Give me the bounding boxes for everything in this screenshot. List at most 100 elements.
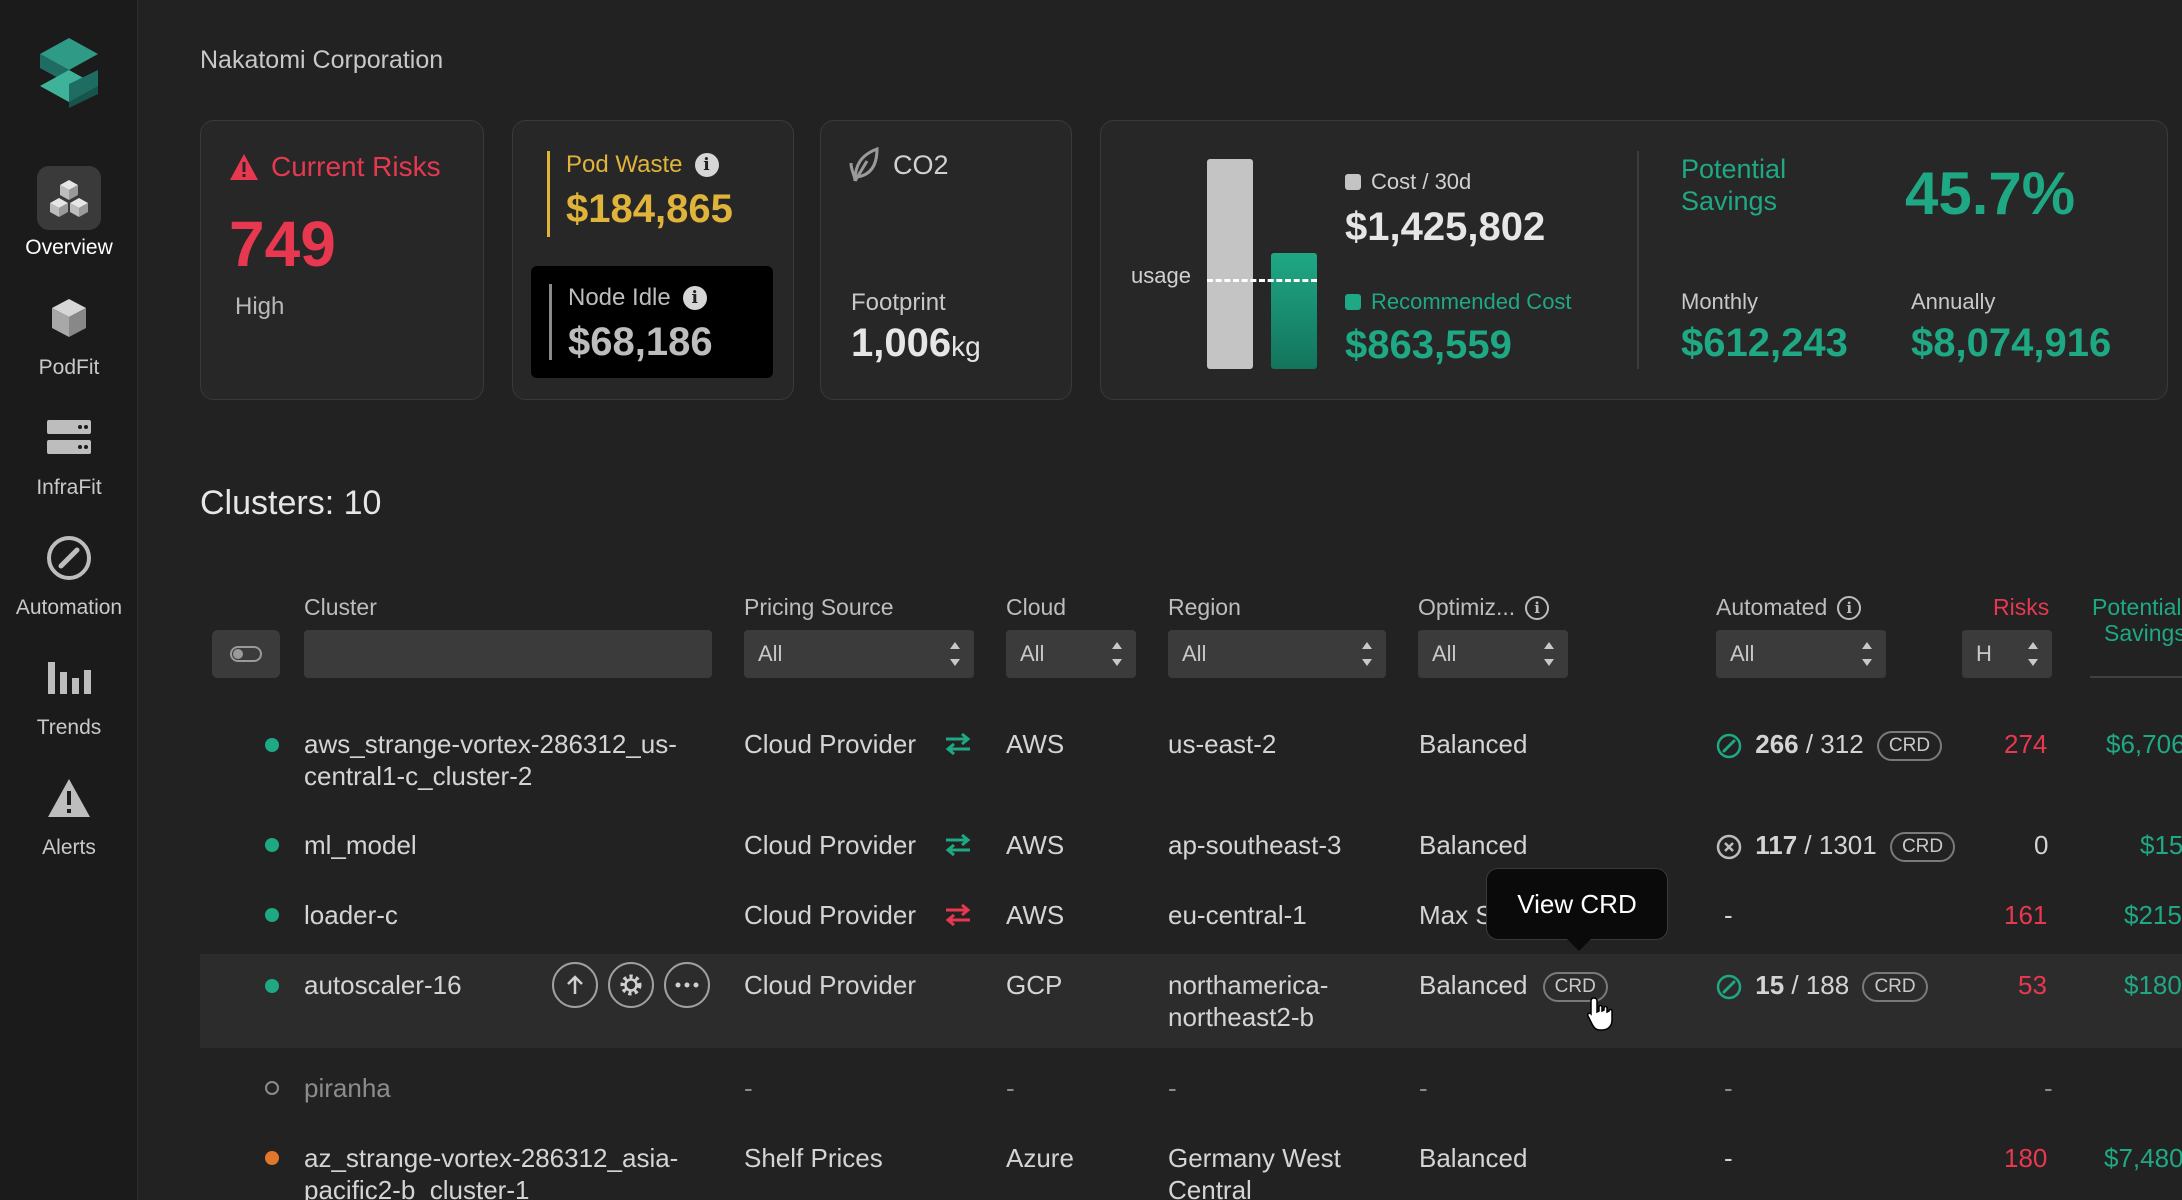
potential-label-line1: Potential bbox=[1681, 154, 1787, 184]
filter-value: All bbox=[1182, 641, 1207, 666]
sidebar-item-label: PodFit bbox=[38, 356, 100, 379]
co2-label: Footprint bbox=[851, 289, 946, 316]
optimization-text: Balanced bbox=[1419, 970, 1528, 1000]
cluster-name[interactable]: piranha bbox=[304, 1073, 391, 1103]
sort-arrows-icon bbox=[1362, 642, 1372, 666]
cloud: AWS bbox=[1006, 900, 1065, 930]
cluster-search-input[interactable] bbox=[304, 630, 712, 678]
legend-swatch bbox=[1345, 294, 1361, 310]
potential-savings: $6,706 bbox=[2106, 729, 2182, 759]
sidebar-item-automation[interactable]: Automation bbox=[0, 526, 138, 620]
header-cluster[interactable]: Cluster bbox=[304, 594, 377, 620]
cost-label-text: Cost / 30d bbox=[1371, 169, 1472, 194]
optimization: Balanced bbox=[1419, 830, 1528, 860]
potential-savings: $180 bbox=[2124, 970, 2182, 1000]
cluster-name[interactable]: loader-c bbox=[304, 900, 398, 930]
optimization-filter-select[interactable]: All bbox=[1418, 630, 1568, 678]
crd-button[interactable]: CRD bbox=[1889, 832, 1956, 863]
risks-filter-select[interactable]: H bbox=[1962, 630, 2052, 678]
cluster-name[interactable]: aws_strange-vortex-286312_us-central1-c_… bbox=[304, 728, 677, 792]
upgrade-button[interactable] bbox=[552, 962, 598, 1008]
crd-button[interactable]: CRD bbox=[1876, 731, 1943, 762]
annual-value: $8,074,916 bbox=[1911, 321, 2112, 365]
sidebar-item-label: Alerts bbox=[42, 836, 96, 859]
header-potential-savings[interactable]: Potential Savings bbox=[2092, 594, 2182, 647]
risks-card-title: Current Risks bbox=[229, 151, 441, 183]
more-options-button[interactable] bbox=[664, 962, 710, 1008]
sidebar-item-overview[interactable]: Overview bbox=[0, 166, 138, 260]
node-idle-box[interactable]: Node Idle i $68,186 bbox=[531, 266, 773, 378]
settings-button[interactable] bbox=[608, 962, 654, 1008]
rec-label-text: Recommended Cost bbox=[1371, 289, 1572, 314]
region: Germany West Central bbox=[1168, 1142, 1341, 1200]
row-toggle[interactable] bbox=[212, 630, 280, 678]
compass-icon bbox=[37, 526, 101, 590]
pricing-source: Cloud Provider bbox=[744, 970, 916, 1000]
cubes-icon bbox=[37, 166, 101, 230]
sidebar-item-podfit[interactable]: PodFit bbox=[0, 286, 138, 380]
cluster-name[interactable]: az_strange-vortex-286312_asia-pacific2-b… bbox=[304, 1142, 678, 1200]
logo-icon[interactable] bbox=[36, 36, 102, 110]
pod-waste-value: $184,865 bbox=[566, 187, 733, 231]
header-region[interactable]: Region bbox=[1168, 594, 1241, 620]
info-icon[interactable]: i bbox=[694, 153, 719, 177]
header-automated-text: Automated bbox=[1716, 594, 1828, 620]
header-automated[interactable]: Automated i bbox=[1716, 594, 1862, 621]
region: ap-southeast-3 bbox=[1168, 830, 1342, 860]
sidebar-item-label: Trends bbox=[36, 716, 102, 739]
pod-waste-title: Pod Waste bbox=[566, 151, 683, 178]
toggle-icon bbox=[230, 646, 262, 662]
pricing-source: Cloud Provider bbox=[744, 729, 916, 759]
info-icon[interactable]: i bbox=[1525, 595, 1550, 620]
node-idle-value: $68,186 bbox=[568, 320, 713, 364]
sidebar-item-infrafit[interactable]: InfraFit bbox=[0, 406, 138, 500]
leaf-icon bbox=[849, 147, 879, 182]
risks-count: 180 bbox=[2004, 1143, 2048, 1173]
recommended-cost-label: Recommended Cost bbox=[1345, 289, 1572, 315]
waste-card[interactable]: Pod Waste i $184,865 Node Idle i $68,186 bbox=[512, 120, 794, 400]
region: - bbox=[1168, 1073, 1177, 1103]
automated-filter-select[interactable]: All bbox=[1716, 630, 1886, 678]
co2-card[interactable]: CO2 Footprint 1,006kg bbox=[820, 120, 1072, 400]
potential-savings: $7,480 bbox=[2104, 1143, 2182, 1173]
cluster-name[interactable]: ml_model bbox=[304, 830, 417, 860]
header-cloud[interactable]: Cloud bbox=[1006, 594, 1067, 620]
potential-savings-value: 45.7% bbox=[1905, 160, 2076, 227]
cloud-filter-select[interactable]: All bbox=[1006, 630, 1136, 678]
header-risks[interactable]: Risks bbox=[1993, 594, 2050, 620]
pricing-source: Cloud Provider bbox=[744, 900, 916, 930]
cost-card[interactable]: usage Cost / 30d $1,425,802 Recommended … bbox=[1100, 120, 2168, 400]
automated: - bbox=[1724, 1143, 1733, 1173]
crd-button[interactable]: CRD bbox=[1862, 972, 1928, 1003]
legend-swatch bbox=[1345, 174, 1361, 190]
automated-count: 117 bbox=[1755, 830, 1798, 860]
cluster-name[interactable]: autoscaler-16 bbox=[304, 970, 462, 1000]
pricing-source: Cloud Provider bbox=[744, 830, 916, 860]
risks-card[interactable]: Current Risks 749 High bbox=[200, 120, 484, 400]
region-line1: Germany West bbox=[1168, 1143, 1341, 1173]
cluster-name-line2: central1-c_cluster-2 bbox=[304, 761, 533, 791]
header-pricing-source[interactable]: Pricing Source bbox=[744, 594, 894, 620]
sort-arrows-icon bbox=[2028, 642, 2038, 666]
optimization: Balanced bbox=[1419, 1143, 1528, 1173]
sidebar-item-trends[interactable]: Trends bbox=[0, 646, 138, 740]
info-icon[interactable]: i bbox=[1837, 595, 1862, 620]
optimization: Balanced bbox=[1419, 729, 1528, 759]
risks-title-text: Current Risks bbox=[271, 151, 441, 182]
region-filter-select[interactable]: All bbox=[1168, 630, 1386, 678]
region: northamerica-northeast2-b bbox=[1168, 969, 1328, 1033]
recommended-cost-value: $863,559 bbox=[1345, 323, 1512, 367]
view-crd-button[interactable]: CRD bbox=[1542, 972, 1608, 1003]
risks-count: - bbox=[2044, 1073, 2053, 1103]
info-icon[interactable]: i bbox=[682, 286, 707, 310]
pricing-filter-select[interactable]: All bbox=[744, 630, 974, 678]
sort-arrows-icon bbox=[1862, 642, 1872, 666]
header-optimization[interactable]: Optimiz... i bbox=[1418, 594, 1550, 621]
sidebar-item-alerts[interactable]: Alerts bbox=[0, 766, 138, 860]
warning-icon bbox=[37, 766, 101, 830]
sidebar-item-label: InfraFit bbox=[36, 476, 102, 499]
potential-label-line2: Savings bbox=[1681, 186, 1778, 217]
co2-title-text: CO2 bbox=[893, 149, 949, 180]
co2-value: 1,006kg bbox=[851, 321, 981, 366]
annual-label: Annually bbox=[1911, 289, 1996, 314]
